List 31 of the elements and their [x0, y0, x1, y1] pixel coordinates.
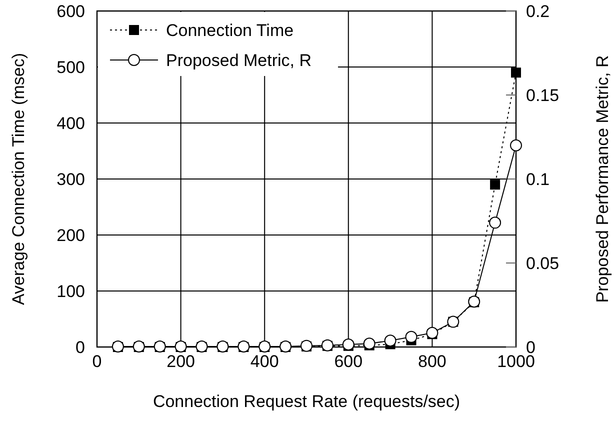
y-tick-label: 400 [56, 114, 85, 133]
point [489, 216, 502, 229]
point [511, 68, 521, 78]
y2-tick-label: 0.05 [526, 254, 560, 273]
x-axis-title: Connection Request Rate (requests/sec) [152, 392, 460, 411]
y-axis-title: Average Connection Time (msec) [9, 53, 28, 305]
point [426, 326, 438, 339]
y-tick-label: 200 [56, 226, 85, 245]
x-tick-label: 0 [92, 352, 102, 371]
point [490, 180, 500, 190]
y2-tick-label: 0.2 [526, 2, 550, 21]
legend-label: Proposed Metric, R [166, 51, 312, 70]
y-tick-label: 100 [56, 282, 85, 301]
y-tick-label: 600 [56, 2, 85, 21]
y-tick-label: 0 [76, 338, 85, 357]
legend-label: Connection Time [166, 21, 294, 40]
x-tick-label: 800 [418, 352, 446, 371]
y2-tick-label: 0.15 [526, 86, 560, 105]
y2-axis-title: Proposed Performance Metric, R [593, 55, 612, 303]
y-tick-label: 300 [56, 170, 85, 189]
y2-tick-label: 0.1 [526, 170, 550, 189]
point [510, 139, 522, 152]
x-tick-label: 200 [166, 352, 195, 371]
x-tick-label: 1000 [497, 352, 535, 371]
x-tick-label: 400 [250, 352, 279, 371]
point [384, 334, 396, 347]
x-tick-label: 600 [334, 352, 363, 371]
point [363, 338, 376, 350]
point [342, 338, 354, 350]
point [405, 330, 418, 343]
y-tick-label: 500 [56, 58, 85, 77]
